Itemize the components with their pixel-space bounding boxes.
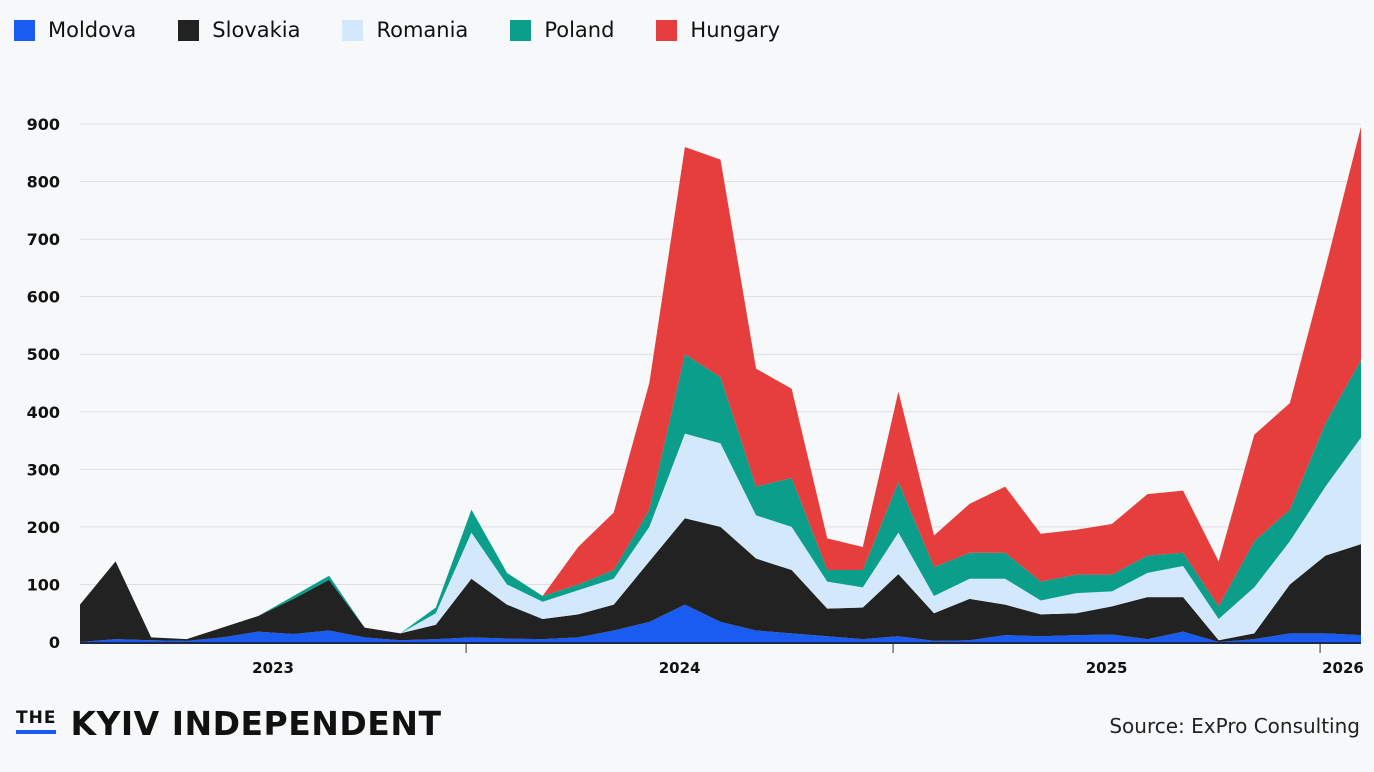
x-tick-label: 2025: [1086, 659, 1128, 677]
y-tick-label: 400: [27, 403, 60, 422]
legend-swatch: [14, 19, 35, 41]
area-slovakia: [80, 518, 1361, 642]
y-tick-label: 100: [27, 575, 60, 594]
legend-item-moldova: Moldova: [14, 18, 136, 42]
legend-item-romania: Romania: [342, 18, 468, 42]
legend: Moldova Slovakia Romania Poland Hungary: [14, 18, 822, 42]
legend-swatch: [342, 19, 364, 41]
legend-swatch: [178, 19, 200, 41]
legend-swatch: [656, 19, 678, 41]
x-tick-label: 2026: [1322, 659, 1364, 677]
legend-label: Hungary: [690, 18, 781, 42]
y-tick-label: 500: [27, 345, 60, 364]
legend-item-hungary: Hungary: [656, 18, 780, 42]
x-tick-label: 2024: [659, 659, 701, 677]
stacked-area-chart: 0 100 200 300 400 500 600 700 800 900 2023 2024 2025…: [27, 115, 1364, 677]
y-tick-label: 600: [27, 288, 60, 307]
y-tick-label: 700: [27, 230, 60, 249]
area-romania: [80, 433, 1361, 641]
y-tick-label: 200: [27, 518, 60, 537]
legend-label: Poland: [544, 18, 615, 42]
area-hungary: [80, 126, 1361, 640]
x-tick-label: 2023: [252, 659, 294, 677]
legend-item-slovakia: Slovakia: [178, 18, 300, 42]
logo-the: THE: [16, 708, 57, 734]
y-tick-label: 0: [49, 633, 60, 652]
legend-swatch: [510, 19, 532, 41]
legend-item-poland: Poland: [510, 18, 614, 42]
source-note: Source: ExPro Consulting: [1109, 714, 1360, 738]
y-tick-label: 800: [27, 173, 60, 192]
y-tick-label: 900: [27, 115, 60, 134]
y-tick-label: 300: [27, 460, 60, 479]
legend-label: Slovakia: [212, 18, 301, 42]
legend-label: Romania: [376, 18, 469, 42]
logo-name: KYIV INDEPENDENT: [70, 704, 442, 743]
area-moldova: [80, 604, 1361, 642]
kyiv-independent-logo: THE KYIV INDEPENDENT: [16, 706, 441, 742]
area-poland: [80, 354, 1361, 640]
legend-label: Moldova: [48, 18, 137, 42]
